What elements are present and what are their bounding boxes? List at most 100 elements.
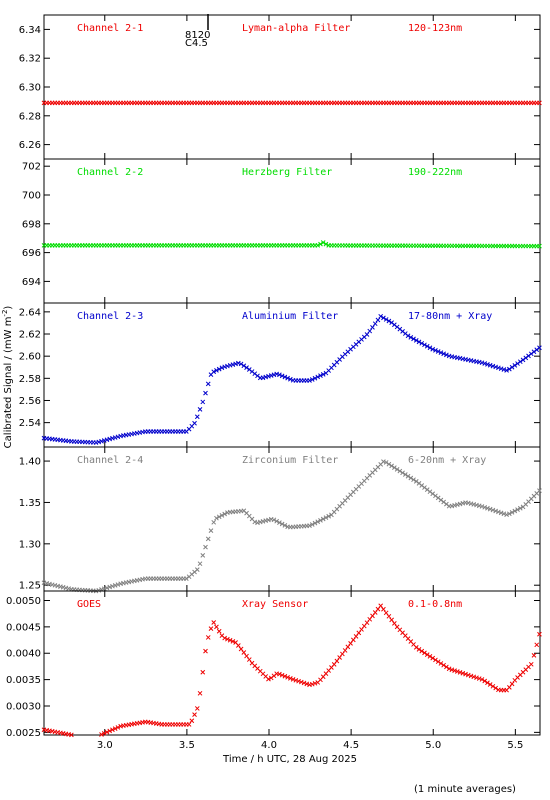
data-point: [433, 348, 438, 353]
y-axis-title-main: Calibrated Signal / (mW m: [3, 317, 14, 449]
data-point: [479, 504, 485, 509]
data-point: [203, 390, 208, 396]
data-series: [41, 603, 542, 738]
data-point: [485, 362, 490, 367]
data-point: [271, 517, 277, 523]
data-point: [367, 328, 373, 334]
data-point: [307, 378, 312, 383]
data-point: [386, 318, 392, 324]
data-point: [235, 643, 241, 648]
data-point: [244, 653, 249, 659]
data-point: [225, 636, 230, 642]
data-point: [315, 374, 321, 380]
data-point: [413, 479, 419, 484]
data-point: [468, 673, 474, 679]
y-tick-label: 1.25: [19, 581, 41, 592]
data-point: [216, 628, 222, 634]
y-tick-label: 694: [22, 277, 41, 288]
data-point: [96, 587, 102, 593]
data-point: [416, 647, 422, 652]
data-point: [386, 613, 392, 619]
channel-panel-4: 1.25 1.30 1.35 1.40 Channel 2-4 Zirconium Fil…: [19, 446, 542, 594]
data-point: [238, 361, 244, 367]
filter-label: Lyman-alpha Filter: [242, 23, 350, 34]
y-tick-label: 6.26: [19, 140, 41, 151]
data-point: [392, 620, 397, 626]
data-point: [411, 477, 416, 483]
data-point: [402, 472, 408, 477]
data-point: [200, 553, 206, 558]
data-point: [115, 582, 121, 587]
data-point: [279, 521, 285, 527]
data-point: [219, 513, 225, 518]
y-tick-label: 0.0050: [6, 596, 41, 607]
data-point: [427, 345, 433, 351]
data-point: [208, 528, 214, 533]
y-tick-label: 6.32: [19, 54, 41, 65]
data-point: [107, 584, 113, 590]
data-point: [537, 100, 542, 106]
y-tick-label: 0.0040: [6, 649, 41, 660]
flare-region-label: 8120: [185, 30, 210, 41]
data-point: [479, 360, 485, 366]
x-tick-label: 3.0: [97, 740, 113, 751]
y-axis-title-exponent: -2: [1, 310, 9, 317]
data-point: [326, 513, 332, 519]
data-point: [400, 470, 405, 476]
data-point: [282, 374, 288, 380]
data-point: [485, 505, 490, 511]
data-point: [194, 414, 200, 420]
data-point: [241, 650, 247, 655]
y-tick-label: 6.28: [19, 111, 41, 122]
data-point: [498, 366, 504, 372]
data-point: [509, 681, 515, 687]
channel-label: Channel 2-2: [77, 167, 143, 178]
filter-label: Herzberg Filter: [242, 167, 332, 178]
channel-panel-2: 694 696 698 700 702 Channel 2-2 Herzberg Filte…: [22, 158, 542, 304]
data-point: [353, 634, 359, 639]
data-point: [235, 360, 241, 366]
data-point: [413, 338, 419, 343]
data-point: [537, 243, 542, 249]
y-tick-label: 0.0025: [6, 728, 41, 739]
band-label: 190-222nm: [408, 167, 462, 178]
panel-frame: [43, 14, 541, 160]
data-point: [69, 732, 74, 738]
data-point: [203, 648, 208, 654]
y-tick-label: 2.60: [19, 352, 41, 363]
filter-label: Xray Sensor: [242, 599, 308, 610]
data-point: [290, 677, 296, 682]
data-point: [430, 346, 436, 352]
data-point: [364, 332, 370, 337]
data-point: [186, 722, 192, 727]
data-point: [340, 651, 345, 657]
channel-label: Channel 2-4: [77, 455, 143, 466]
data-point: [405, 473, 411, 479]
data-point: [115, 725, 121, 730]
data-point: [485, 680, 490, 686]
data-point: [309, 377, 315, 382]
y-tick-label: 2.54: [19, 418, 41, 429]
data-point: [416, 339, 422, 345]
data-point: [422, 650, 427, 656]
data-point: [203, 544, 208, 550]
data-point: [454, 669, 460, 674]
data-point: [517, 359, 523, 365]
channel-label: Channel 2-3: [77, 311, 143, 322]
data-point: [487, 682, 493, 687]
data-point: [504, 512, 509, 518]
data-point: [463, 671, 468, 677]
data-point: [211, 519, 217, 525]
data-point: [372, 321, 378, 327]
panels-group: 6.26 6.28 6.30 6.32 6.34 Channel 2-1 Lyman-alp…: [6, 14, 542, 751]
data-point: [216, 366, 222, 372]
channel-panel-5: 0.0025 0.0030 0.0035 0.0040 0.0045 0.0050 GOES…: [6, 590, 542, 739]
data-point: [493, 508, 499, 514]
data-point: [383, 317, 389, 322]
data-point: [205, 381, 211, 387]
data-point: [318, 373, 323, 378]
y-axis-title: Calibrated Signal / (mW m-2): [1, 306, 14, 449]
data-point: [422, 342, 427, 348]
data-point: [427, 654, 433, 659]
data-point: [515, 361, 520, 366]
